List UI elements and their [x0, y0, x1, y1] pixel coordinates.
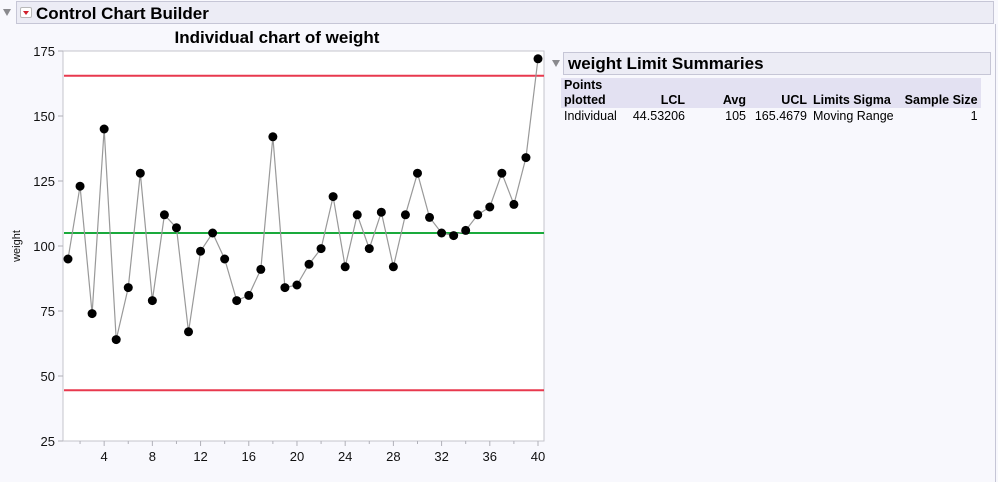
x-tick-label: 40 — [531, 449, 545, 464]
data-point — [220, 254, 230, 264]
individual-chart: 25 50 75 100 125 150 175 4 8 12 16 20 24 28 32 36 40 weig… — [11, 44, 545, 464]
data-point — [292, 280, 302, 290]
cell-points-plotted: Individual — [564, 109, 617, 123]
data-point — [304, 259, 314, 269]
data-point — [509, 199, 519, 209]
data-point — [425, 212, 435, 222]
panel-border — [995, 24, 996, 482]
col-limits-sigma: Limits Sigma — [810, 78, 897, 108]
data-point — [171, 223, 181, 233]
data-point — [412, 168, 422, 178]
x-tick-label: 28 — [386, 449, 400, 464]
x-tick-label: 16 — [242, 449, 256, 464]
cell-lcl: 44.53206 — [632, 109, 685, 123]
limit-summaries-header: weight Limit Summaries — [563, 52, 991, 75]
data-point — [485, 202, 495, 212]
data-point — [208, 228, 218, 238]
col-lcl: LCL — [627, 78, 688, 108]
data-point — [280, 283, 290, 293]
y-tick-label: 125 — [33, 174, 55, 189]
x-tick-label: 12 — [193, 449, 207, 464]
data-point — [449, 231, 459, 241]
data-point — [497, 168, 507, 178]
y-tick-label: 75 — [41, 304, 55, 319]
data-point — [340, 262, 350, 272]
data-point — [135, 168, 145, 178]
y-axis-label: weight — [11, 230, 23, 263]
y-tick-label: 100 — [33, 239, 55, 254]
cell-avg: 105 — [725, 109, 746, 123]
x-tick-label: 24 — [338, 449, 352, 464]
data-point — [184, 327, 194, 337]
data-point — [316, 244, 326, 254]
data-point — [256, 264, 266, 274]
data-point — [364, 244, 374, 254]
col-sample-size: Sample Size — [896, 78, 981, 108]
data-point — [63, 254, 73, 264]
control-chart-builder-header: Control Chart Builder — [16, 1, 994, 24]
red-triangle-menu-icon[interactable] — [20, 7, 32, 18]
data-point — [376, 207, 386, 217]
data-point — [99, 124, 109, 134]
collapse-triangle-icon[interactable] — [3, 9, 11, 16]
cell-sample-size: 1 — [970, 109, 978, 123]
x-tick-label: 8 — [149, 449, 156, 464]
data-point — [328, 192, 338, 202]
y-tick-label: 50 — [41, 369, 55, 384]
cell-ucl: 165.4679 — [754, 109, 807, 123]
data-point — [147, 296, 157, 306]
data-point — [521, 153, 531, 163]
y-tick-label: 25 — [41, 434, 55, 449]
col-points-plotted: Points plotted — [561, 78, 627, 108]
collapse-triangle-icon[interactable] — [552, 60, 560, 67]
data-point — [196, 246, 206, 256]
limit-summaries-table: Points plotted LCL Avg UCL Limits Sigma S… — [561, 78, 981, 125]
data-point — [232, 296, 242, 306]
data-point — [268, 132, 278, 142]
x-tick-label: 4 — [101, 449, 108, 464]
y-tick-label: 150 — [33, 109, 55, 124]
y-tick-label: 175 — [33, 44, 55, 59]
table-row: Individual 44.53206 105 165.4679 Moving … — [561, 108, 981, 125]
col-avg: Avg — [688, 78, 749, 108]
data-point — [461, 225, 471, 235]
x-tick-label: 32 — [434, 449, 448, 464]
x-tick-label: 36 — [483, 449, 497, 464]
data-point — [87, 309, 97, 319]
data-point — [437, 228, 447, 238]
plot-area — [62, 50, 545, 442]
data-point — [388, 262, 398, 272]
data-point — [111, 335, 121, 345]
data-point — [533, 54, 543, 64]
limit-summaries-title: weight Limit Summaries — [568, 54, 764, 73]
data-point — [473, 210, 483, 220]
table-header-row: Points plotted LCL Avg UCL Limits Sigma S… — [561, 78, 981, 108]
chart-title: Individual chart of weight — [174, 28, 380, 47]
header-title: Control Chart Builder — [36, 4, 209, 23]
data-point — [244, 290, 254, 300]
data-point — [400, 210, 410, 220]
data-point — [159, 210, 169, 220]
data-point — [75, 181, 85, 191]
cell-limits-sigma: Moving Range — [813, 109, 894, 123]
col-ucl: UCL — [749, 78, 810, 108]
data-point — [352, 210, 362, 220]
x-tick-label: 20 — [290, 449, 304, 464]
data-line — [67, 58, 539, 340]
data-point — [123, 283, 133, 293]
